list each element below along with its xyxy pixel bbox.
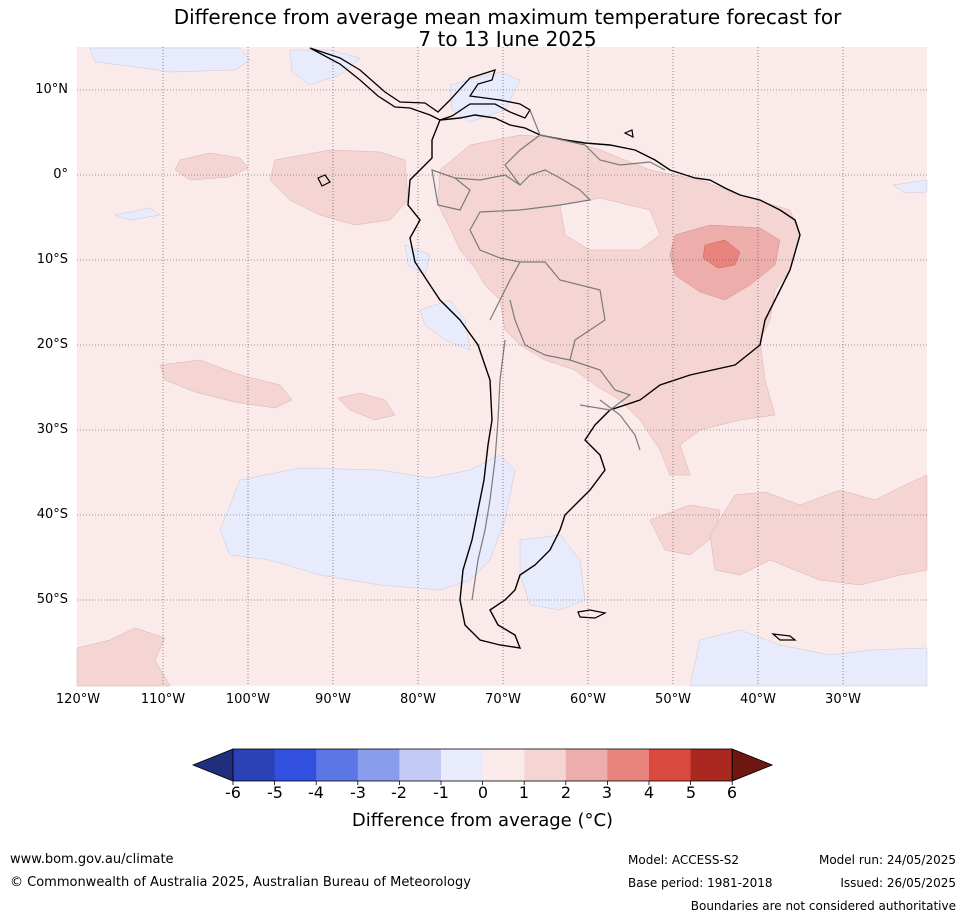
colorbar-cell bbox=[399, 749, 442, 781]
border-venezuela-guyanas bbox=[504, 109, 666, 186]
latitude-label: 20°S bbox=[36, 337, 68, 352]
map-title-line1: Difference from average mean maximum tem… bbox=[173, 5, 842, 29]
longitude-label: 100°W bbox=[225, 692, 271, 707]
footer-base-period: Base period: 1981-2018 bbox=[628, 876, 773, 890]
latitude-label: 10°N bbox=[35, 82, 68, 97]
colorbar-title: Difference from average (°C) bbox=[351, 810, 614, 831]
longitude-label: 70°W bbox=[485, 692, 521, 707]
warm-region-south-pacific-band bbox=[159, 359, 293, 409]
warm-anomaly-3-4-region bbox=[702, 239, 741, 269]
colorbar-tick-label: 2 bbox=[560, 783, 572, 802]
warm-region-atlantic-east bbox=[709, 474, 928, 586]
footer-model: Model: ACCESS-S2 bbox=[628, 853, 740, 867]
trinidad-island bbox=[623, 129, 634, 139]
footer-copyright: © Commonwealth of Australia 2025, Austra… bbox=[10, 875, 471, 890]
colorbar-cell bbox=[274, 749, 317, 781]
longitude-label: 120°W bbox=[55, 692, 101, 707]
warm-region-pacific-small bbox=[337, 392, 396, 421]
colorbar-cell bbox=[233, 749, 275, 781]
border-bolivia bbox=[509, 261, 606, 361]
islands bbox=[317, 129, 797, 641]
cool-region-south-atlantic bbox=[689, 629, 928, 687]
latitude-label: 40°S bbox=[36, 507, 68, 522]
footer-website: www.bom.gov.au/climate bbox=[10, 852, 174, 867]
colorbar-arrow-high bbox=[731, 748, 774, 782]
colorbar-cell bbox=[565, 749, 608, 781]
warm-region-pacific-equator-east bbox=[269, 149, 409, 226]
longitude-label: 90°W bbox=[315, 692, 351, 707]
warm-region-pacific-equator-west bbox=[174, 152, 249, 181]
colorbar-tick-label: -3 bbox=[350, 783, 366, 802]
galapagos-islands bbox=[317, 174, 331, 187]
longitude-label: 110°W bbox=[140, 692, 186, 707]
falkland-islands bbox=[577, 609, 607, 619]
latitude-label: 0° bbox=[53, 167, 68, 182]
map-title-line2: 7 to 13 June 2025 bbox=[418, 27, 597, 51]
cool-region-north-pacific bbox=[89, 47, 251, 73]
colorbar-tick-label: 3 bbox=[601, 783, 613, 802]
colorbar-tick-label: 0 bbox=[477, 783, 489, 802]
colorbar-tick-label: 6 bbox=[726, 783, 738, 802]
footer-issued: Issued: 26/05/2025 bbox=[840, 876, 956, 890]
colorbar-cell bbox=[441, 749, 483, 781]
longitude-label: 30°W bbox=[825, 692, 861, 707]
colorbar-tick-label: -6 bbox=[225, 783, 241, 802]
footer-model-run: Model run: 24/05/2025 bbox=[818, 853, 956, 867]
latitude-label: 10°S bbox=[36, 252, 68, 267]
cool-region-peru-coast bbox=[404, 244, 431, 276]
country-borders bbox=[431, 109, 666, 601]
cool-anomaly-regions bbox=[89, 47, 928, 687]
cool-region-small-pacific bbox=[114, 207, 161, 221]
longitude-label: 80°W bbox=[400, 692, 436, 707]
border-paraguay bbox=[569, 359, 632, 411]
cool-region-chile-coast bbox=[419, 299, 471, 351]
colorbar-tick-label: 4 bbox=[643, 783, 655, 802]
colorbar-cell bbox=[482, 749, 525, 781]
colorbar bbox=[191, 748, 774, 785]
footer-disclaimer: Boundaries are not considered authoritat… bbox=[690, 899, 956, 913]
colorbar-cell bbox=[524, 749, 567, 781]
neutral-patch-amazon bbox=[559, 197, 661, 251]
colorbar-cell bbox=[316, 749, 359, 781]
cool-region-atlantic-east bbox=[892, 179, 928, 194]
central-america-coastline bbox=[309, 47, 531, 121]
south-america-coastline bbox=[407, 114, 801, 649]
cool-region-argentine-sea bbox=[519, 534, 586, 611]
colorbar-cell bbox=[607, 749, 650, 781]
warm-region-southwest-corner bbox=[76, 627, 171, 687]
colorbar-cell bbox=[690, 749, 733, 781]
south-georgia-island bbox=[771, 633, 797, 641]
border-ecuador bbox=[431, 169, 471, 211]
latitude-label: 30°S bbox=[36, 422, 68, 437]
colorbar-tick-label: -4 bbox=[308, 783, 324, 802]
longitude-label: 40°W bbox=[740, 692, 776, 707]
longitude-label: 50°W bbox=[655, 692, 691, 707]
cool-region-south-pacific bbox=[219, 454, 516, 591]
latitude-label: 50°S bbox=[36, 592, 68, 607]
colorbar-tick-label: -1 bbox=[433, 783, 449, 802]
colorbar-tick-label: -2 bbox=[391, 783, 407, 802]
colorbar-tick-label: -5 bbox=[267, 783, 283, 802]
graticule bbox=[77, 47, 927, 686]
colorbar-arrow-low bbox=[191, 748, 234, 782]
warm-region-south-america-interior bbox=[437, 134, 801, 476]
longitude-label: 60°W bbox=[570, 692, 606, 707]
colorbar-tick-label: 1 bbox=[518, 783, 530, 802]
border-uruguay bbox=[599, 399, 641, 451]
colorbar-cell bbox=[357, 749, 400, 781]
colorbar-cell bbox=[649, 749, 691, 781]
warm-anomaly-1-2-regions bbox=[76, 134, 928, 687]
border-chile-argentina bbox=[471, 339, 506, 601]
colorbar-tick-label: 5 bbox=[685, 783, 697, 802]
